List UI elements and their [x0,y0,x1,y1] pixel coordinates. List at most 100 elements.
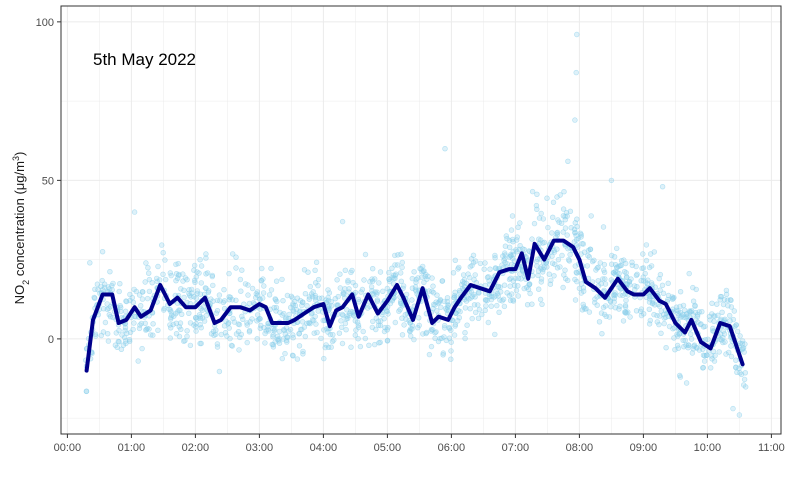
scatter-point [482,282,488,289]
scatter-point [539,301,545,307]
scatter-point [462,335,468,342]
scatter-point [462,305,469,311]
scatter-point [273,278,280,284]
scatter-point [658,330,664,336]
scatter-point [643,242,650,248]
scatter-point [482,297,489,303]
scatter-point [290,332,296,338]
scatter-point [665,280,671,286]
scatter-point [614,269,620,276]
scatter-point [198,325,204,331]
scatter-point [337,285,343,291]
scatter-point [143,326,150,333]
scatter-point [116,339,122,345]
scatter-point [629,259,635,265]
scatter-point [160,250,166,256]
scatter-point [372,341,378,348]
scatter-point [186,310,192,316]
scatter-point [608,304,614,310]
scatter-point [257,316,263,322]
scatter-point [578,281,585,287]
scatter-point [531,220,538,227]
scatter-point [612,262,619,268]
scatter-point [260,290,267,296]
scatter-point [272,297,279,303]
scatter-point [329,338,336,345]
scatter-point [392,252,398,259]
scatter-point [91,294,97,301]
scatter-point [482,260,488,266]
scatter-point [448,327,454,333]
scatter-point [346,286,352,292]
scatter-point [586,254,593,260]
scatter-point [546,271,552,277]
scatter-point [420,331,426,337]
scatter-point [554,246,560,252]
scatter-point [742,384,749,390]
scatter-point [494,290,501,297]
scatter-point [203,251,209,257]
scatter-point [502,250,508,256]
scatter-point [92,333,99,339]
scatter-point [512,275,518,282]
scatter-point [198,263,205,269]
scatter-point [192,277,198,283]
scatter-point [608,261,615,267]
scatter-point [709,311,715,317]
scatter-point [689,350,696,356]
scatter-point [592,296,598,302]
scatter-point [411,269,417,275]
scatter-point [676,331,683,337]
scatter-point [525,286,532,293]
scatter-point [193,328,199,334]
scatter-point [611,293,617,299]
scatter-point [742,341,748,347]
scatter-point [299,302,305,309]
scatter-point [513,287,520,294]
scatter-point [600,276,606,282]
scatter-point [582,306,588,312]
scatter-point [643,257,650,264]
scatter-point [240,316,246,322]
mean-line-layer [84,238,745,373]
scatter-point [564,232,570,238]
scatter-point [730,405,736,412]
scatter-point [375,322,382,328]
scatter-point [173,320,180,326]
x-tick-label: 05:00 [374,442,402,454]
scatter-point [468,295,474,301]
scatter-point [421,279,427,286]
scatter-point [657,287,663,293]
scatter-point [622,260,629,267]
scatter-point [510,297,516,303]
scatter-point [160,271,166,277]
scatter-point [384,285,390,292]
scatter-point [315,276,322,283]
scatter-point [313,321,319,327]
scatter-point [411,336,417,343]
scatter-point [601,287,607,294]
scatter-point [455,318,461,324]
scatter-point [524,302,531,308]
scatter-point [646,306,652,312]
scatter-point [452,289,458,295]
scatter-point [214,344,221,350]
scatter-point [737,333,743,339]
scatter-point [142,279,148,285]
scatter-point [554,265,561,271]
scatter-point [401,322,407,328]
scatter-point [441,298,447,305]
scatter-point [642,270,648,277]
scatter-point [376,280,382,286]
scatter-point [146,276,153,283]
y-tick-label: 100 [36,17,54,29]
scatter-point [107,314,114,320]
scatter-point [654,319,660,325]
scatter-point [166,306,173,312]
scatter-point [197,257,203,263]
scatter-point [551,273,557,279]
scatter-point [314,329,320,336]
scatter-point [660,311,667,318]
scatter-point [707,365,714,371]
scatter-point [562,225,569,231]
